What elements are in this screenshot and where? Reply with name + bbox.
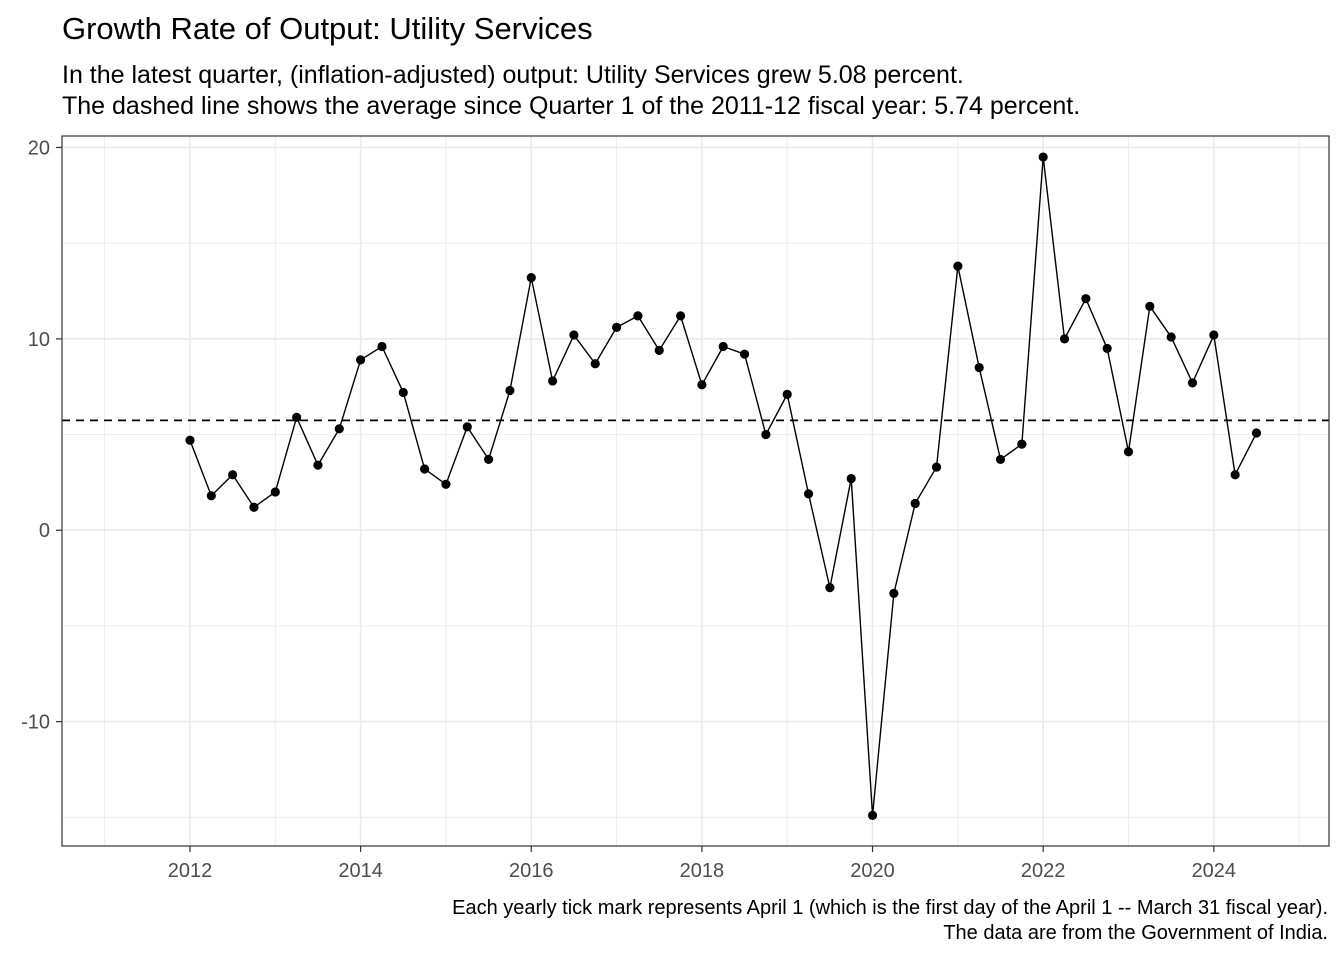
chart-title: Growth Rate of Output: Utility Services xyxy=(62,11,593,46)
data-point xyxy=(569,330,579,340)
data-point xyxy=(228,470,238,480)
data-point xyxy=(1251,428,1262,438)
data-point xyxy=(526,273,536,283)
data-point xyxy=(1166,332,1176,342)
data-point xyxy=(1081,294,1091,304)
data-point xyxy=(867,810,878,820)
data-point xyxy=(1017,439,1027,449)
data-point xyxy=(1123,447,1134,457)
data-point xyxy=(185,435,195,445)
y-tick-label: 0 xyxy=(39,520,50,542)
data-point xyxy=(761,429,771,440)
data-point xyxy=(889,588,899,598)
y-tick-label: 10 xyxy=(28,329,50,351)
data-point xyxy=(718,341,728,352)
data-point xyxy=(953,261,963,271)
data-point xyxy=(654,345,664,355)
data-point xyxy=(931,462,942,472)
caption-line-ticks: Each yearly tick mark represents April 1… xyxy=(452,897,1328,919)
data-point xyxy=(1145,301,1155,311)
data-point xyxy=(1102,343,1112,354)
data-point xyxy=(398,387,408,398)
data-point xyxy=(249,502,259,512)
x-tick-label: 2018 xyxy=(680,860,725,882)
data-point xyxy=(377,341,387,352)
data-point xyxy=(910,498,920,509)
chart-caption: Each yearly tick mark represents April 1… xyxy=(452,896,1328,946)
x-tick-label: 2016 xyxy=(509,860,554,882)
data-point xyxy=(420,464,430,474)
data-point xyxy=(270,487,280,497)
data-point xyxy=(1230,470,1240,480)
caption-line-source: The data are from the Government of Indi… xyxy=(943,922,1328,944)
data-point xyxy=(206,491,216,501)
x-tick-label: 2012 xyxy=(168,860,213,882)
data-point xyxy=(675,311,686,321)
data-point xyxy=(995,454,1006,465)
data-point xyxy=(633,311,643,321)
x-tick-label: 2024 xyxy=(1192,860,1237,882)
data-point xyxy=(292,412,302,422)
data-point xyxy=(611,322,622,332)
data-point xyxy=(697,380,707,390)
data-point xyxy=(825,583,835,593)
series-layer xyxy=(189,156,1258,817)
data-point xyxy=(782,389,792,399)
data-point xyxy=(974,362,984,373)
y-axis-tick-labels: -10 0 10 20 xyxy=(21,137,50,733)
axis-ticks xyxy=(56,146,1215,852)
data-point xyxy=(803,489,814,499)
data-point xyxy=(739,349,750,359)
data-point xyxy=(483,454,494,465)
x-axis-tick-labels: 2012 2014 2016 2018 2020 2022 2024 xyxy=(168,860,1236,882)
data-point xyxy=(1038,152,1048,162)
series-line xyxy=(189,156,1258,817)
data-point xyxy=(462,422,472,432)
x-tick-label: 2020 xyxy=(850,860,895,882)
data-point xyxy=(1209,330,1219,340)
x-tick-label: 2022 xyxy=(1021,860,1066,882)
y-tick-label: 20 xyxy=(28,137,50,159)
data-points-layer xyxy=(185,152,1262,820)
panel-border xyxy=(61,135,1330,847)
data-point xyxy=(441,479,451,489)
major-gridlines xyxy=(62,136,1329,846)
subtitle-line-average: The dashed line shows the average since … xyxy=(62,92,1081,120)
data-point xyxy=(356,355,366,365)
data-point xyxy=(313,460,323,470)
data-point xyxy=(590,359,600,369)
data-point xyxy=(1059,334,1070,344)
data-point xyxy=(547,376,558,386)
data-point xyxy=(334,424,344,434)
y-tick-label: -10 xyxy=(21,712,50,734)
minor-gridlines xyxy=(62,136,1329,846)
subtitle-line-latest: In the latest quarter, (inflation-adjust… xyxy=(62,61,964,89)
data-point xyxy=(505,385,515,396)
x-tick-label: 2014 xyxy=(338,860,383,882)
data-point xyxy=(846,473,856,484)
data-point xyxy=(1187,378,1198,388)
chart-subtitle: In the latest quarter, (inflation-adjust… xyxy=(62,60,1080,122)
